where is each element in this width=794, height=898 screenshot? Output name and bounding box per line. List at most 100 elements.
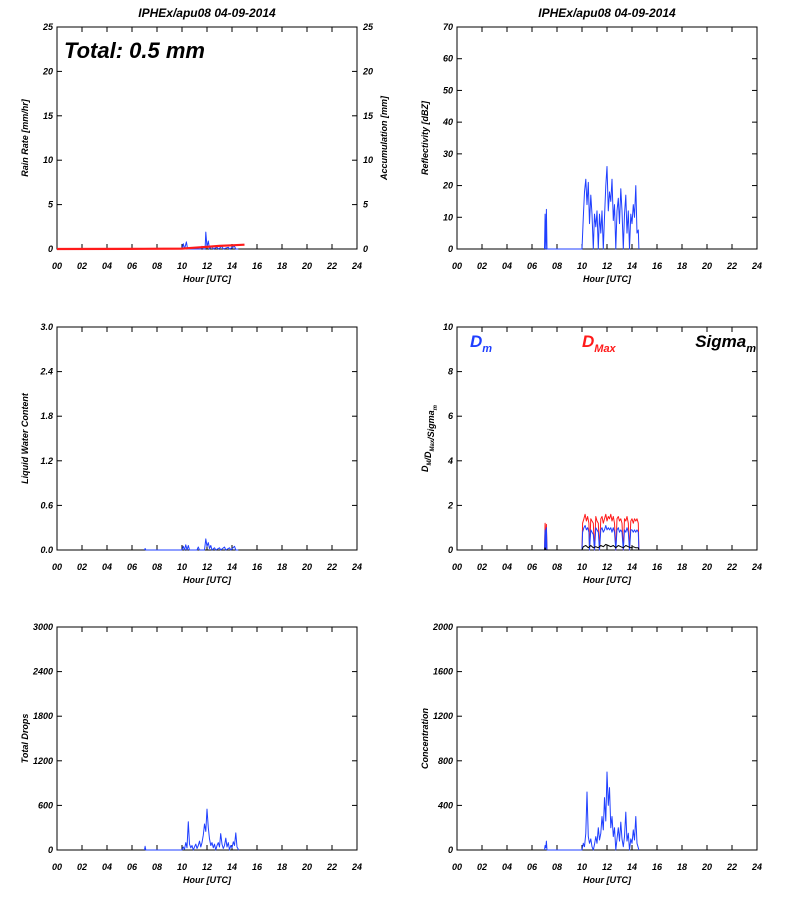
x-tick-label: 12 (602, 261, 612, 271)
x-tick-label: 04 (102, 261, 112, 271)
y-tick-label: 1.8 (40, 411, 53, 421)
series-line-0 (144, 808, 240, 851)
y-right-tick-label: 0 (363, 244, 368, 254)
y-axis-title: Liquid Water Content (20, 392, 30, 484)
y-axis-title: Reflectivity [dBZ] (420, 100, 430, 175)
x-tick-label: 18 (277, 261, 287, 271)
y-tick-label: 6 (448, 411, 454, 421)
x-tick-label: 16 (652, 862, 663, 872)
x-tick-label: 20 (301, 562, 312, 572)
y-tick-label: 3.0 (40, 322, 53, 332)
y-axis-title: Rain Rate [mm/hr] (20, 98, 30, 177)
x-tick-label: 24 (751, 562, 762, 572)
x-tick-label: 10 (177, 562, 187, 572)
y-tick-label: 800 (438, 756, 453, 766)
legend-dmax: DMax (582, 332, 617, 355)
x-axis-title: Hour [UTC] (183, 274, 232, 284)
x-tick-label: 04 (502, 261, 512, 271)
x-tick-label: 08 (552, 862, 562, 872)
y-tick-label: 40 (442, 117, 453, 127)
x-tick-label: 16 (252, 261, 263, 271)
x-tick-label: 14 (627, 562, 637, 572)
x-tick-label: 10 (577, 562, 587, 572)
x-tick-label: 06 (527, 862, 538, 872)
y-tick-label: 0 (48, 244, 53, 254)
y-tick-label: 1800 (33, 711, 53, 721)
x-tick-label: 00 (52, 862, 62, 872)
y-tick-label: 20 (42, 66, 53, 76)
x-tick-label: 22 (326, 562, 337, 572)
x-tick-label: 02 (77, 862, 87, 872)
x-tick-label: 10 (577, 862, 587, 872)
y-tick-label: 4 (447, 456, 453, 466)
x-tick-label: 00 (52, 562, 62, 572)
y-tick-label: 1200 (433, 711, 453, 721)
y-tick-label: 2000 (432, 622, 453, 632)
y-tick-label: 3000 (33, 622, 53, 632)
y-tick-label: 400 (437, 800, 453, 810)
x-axis-title: Hour [UTC] (583, 274, 632, 284)
x-tick-label: 20 (701, 862, 712, 872)
x-tick-label: 22 (726, 862, 737, 872)
x-tick-label: 10 (577, 261, 587, 271)
x-tick-label: 06 (127, 261, 138, 271)
y-tick-label: 1200 (33, 756, 53, 766)
y-tick-label: 10 (43, 155, 53, 165)
x-tick-label: 12 (202, 862, 212, 872)
x-tick-label: 18 (677, 862, 687, 872)
y-tick-label: 30 (443, 149, 453, 159)
y-tick-label: 20 (442, 181, 453, 191)
x-tick-label: 24 (751, 261, 762, 271)
series-line-1 (56, 243, 245, 251)
chart-title: IPHEx/apu08 04-09-2014 (538, 6, 676, 20)
y-tick-label: 0.0 (40, 545, 53, 555)
series-line-0 (544, 166, 640, 250)
plot-frame (56, 326, 358, 551)
plot-frame (456, 326, 758, 551)
x-tick-label: 10 (177, 862, 187, 872)
x-tick-label: 12 (202, 261, 212, 271)
x-tick-label: 08 (152, 261, 162, 271)
x-tick-label: 00 (52, 261, 62, 271)
x-tick-label: 08 (552, 562, 562, 572)
series-line-2 (544, 543, 640, 551)
y-right-tick-label: 25 (362, 22, 374, 32)
x-tick-label: 20 (301, 862, 312, 872)
y-tick-label: 1.2 (40, 456, 53, 466)
x-tick-label: 12 (602, 862, 612, 872)
x-tick-label: 02 (477, 261, 487, 271)
y-tick-label: 0 (448, 244, 453, 254)
x-tick-label: 18 (677, 562, 687, 572)
x-tick-label: 24 (351, 862, 362, 872)
x-tick-label: 00 (452, 261, 462, 271)
x-tick-label: 08 (152, 862, 162, 872)
x-tick-label: 20 (301, 261, 312, 271)
total-annotation: Total: 0.5 mm (64, 38, 205, 63)
y-right-tick-label: 15 (363, 111, 374, 121)
x-tick-label: 02 (477, 562, 487, 572)
y-axis-title: Total Drops (20, 714, 30, 764)
y-tick-label: 15 (43, 111, 54, 121)
chart-reflectivity: 00 02 04 06 08 10 12 14 16 18 20 22 24 0 10 20 30 40 50 60 7… (420, 6, 762, 284)
x-axis-title: Hour [UTC] (583, 875, 632, 885)
x-tick-label: 20 (701, 261, 712, 271)
x-axis-title: Hour [UTC] (583, 575, 632, 585)
x-tick-label: 24 (351, 261, 362, 271)
legend-sigmam: Sigmam (695, 332, 756, 355)
x-tick-label: 20 (701, 562, 712, 572)
series-line-1 (544, 525, 640, 551)
y-axis-title: DM/DMax/Sigmam (420, 404, 439, 472)
x-tick-label: 22 (726, 261, 737, 271)
x-tick-label: 12 (202, 562, 212, 572)
y-tick-label: 2.4 (39, 367, 53, 377)
plot-frame (456, 626, 758, 851)
y-tick-label: 0 (448, 845, 453, 855)
x-tick-label: 22 (326, 862, 337, 872)
y-tick-label: 50 (443, 85, 453, 95)
x-tick-label: 18 (677, 261, 687, 271)
x-tick-label: 04 (102, 862, 112, 872)
x-tick-label: 00 (452, 562, 462, 572)
x-tick-label: 08 (152, 562, 162, 572)
